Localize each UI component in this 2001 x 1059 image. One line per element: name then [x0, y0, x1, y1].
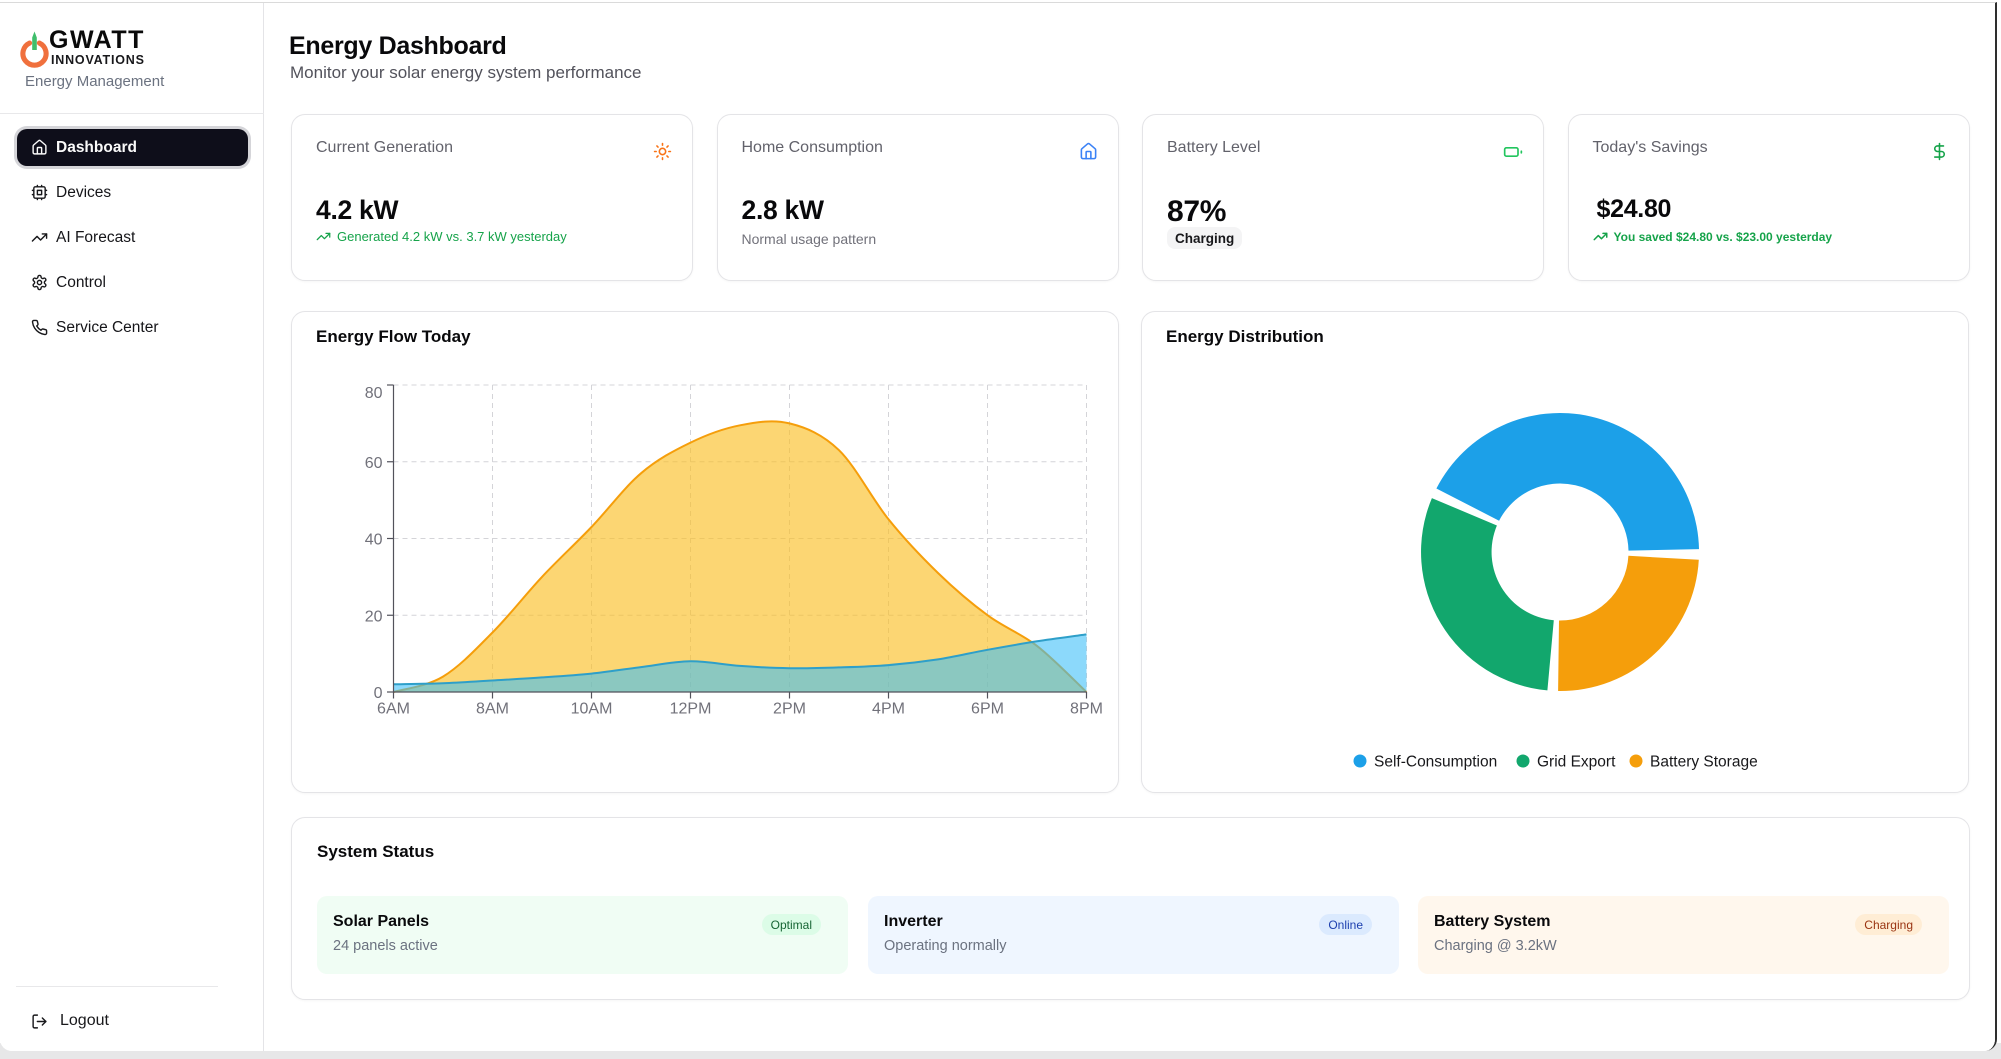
- svg-text:6PM: 6PM: [971, 701, 1004, 718]
- svg-text:4PM: 4PM: [872, 701, 905, 718]
- svg-text:Battery Storage: Battery Storage: [1650, 754, 1758, 771]
- svg-text:2PM: 2PM: [773, 701, 806, 718]
- svg-text:Grid Export: Grid Export: [1537, 754, 1616, 771]
- svg-text:80: 80: [365, 385, 383, 402]
- svg-text:10AM: 10AM: [571, 701, 613, 718]
- svg-text:6AM: 6AM: [377, 701, 410, 718]
- svg-text:0: 0: [374, 685, 383, 702]
- svg-text:40: 40: [365, 532, 383, 549]
- svg-text:60: 60: [365, 455, 383, 472]
- svg-text:8AM: 8AM: [476, 701, 509, 718]
- svg-text:12PM: 12PM: [670, 701, 712, 718]
- svg-text:8PM: 8PM: [1070, 701, 1103, 718]
- svg-text:20: 20: [365, 608, 383, 625]
- svg-text:Self-Consumption: Self-Consumption: [1374, 754, 1497, 771]
